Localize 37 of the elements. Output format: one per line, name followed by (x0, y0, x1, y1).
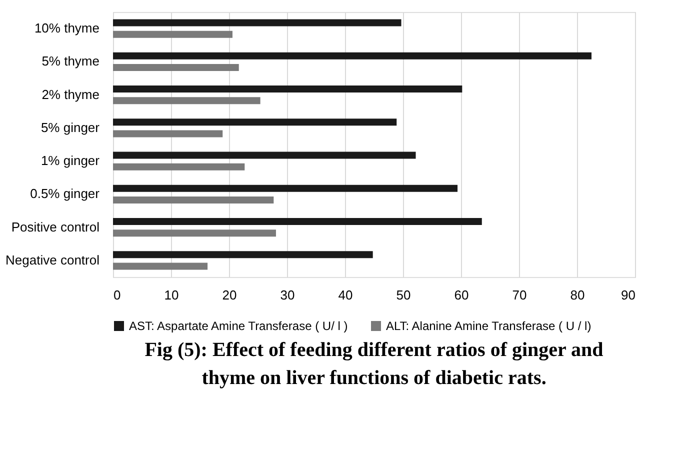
x-tick-label: 80 (570, 288, 585, 302)
y-tick-label: 10% thyme (34, 20, 100, 36)
y-tick-label: Positive control (11, 219, 100, 234)
x-tick-label: 90 (621, 288, 636, 302)
bar (113, 184, 458, 192)
bar (113, 152, 416, 159)
x-tick-label: 10 (164, 288, 179, 302)
y-tick-label: 0.5% ginger (30, 186, 100, 202)
bar (113, 218, 482, 226)
legend-label: AST: Aspartate Amine Transferase ( U/ l ) (129, 319, 348, 333)
x-tick-label: 60 (454, 288, 469, 302)
bar (113, 19, 402, 26)
x-tick-label: 30 (280, 288, 295, 302)
bar (113, 118, 397, 126)
x-tick-label: 40 (338, 288, 353, 302)
x-tick-label: 20 (222, 288, 237, 302)
bar (113, 30, 232, 38)
y-tick-label: 5% ginger (40, 120, 100, 135)
x-tick-label: 50 (396, 288, 411, 302)
bar (113, 130, 223, 138)
bar (113, 196, 274, 204)
bar (113, 86, 462, 93)
bar (113, 97, 260, 104)
legend-label: ALT: Alanine Amine Transferase ( U / l) (386, 319, 592, 333)
y-tick-label: 1% ginger (40, 153, 100, 168)
y-tick-label: Negative control (6, 252, 100, 268)
bar (113, 64, 239, 71)
bar (113, 163, 245, 170)
text: Fig (5): Effect of feeding different ratios of ginger and thyme on liver functions of diabetic rats. (144, 339, 604, 389)
y-tick-label: 5% thyme (42, 54, 100, 69)
x-tick-label: 70 (512, 288, 527, 302)
bar (113, 52, 592, 60)
x-tick-label: 0 (114, 288, 121, 302)
bar (113, 251, 373, 258)
y-tick-label: 2% thyme (42, 86, 100, 102)
bar (113, 262, 208, 270)
bar (113, 230, 276, 237)
